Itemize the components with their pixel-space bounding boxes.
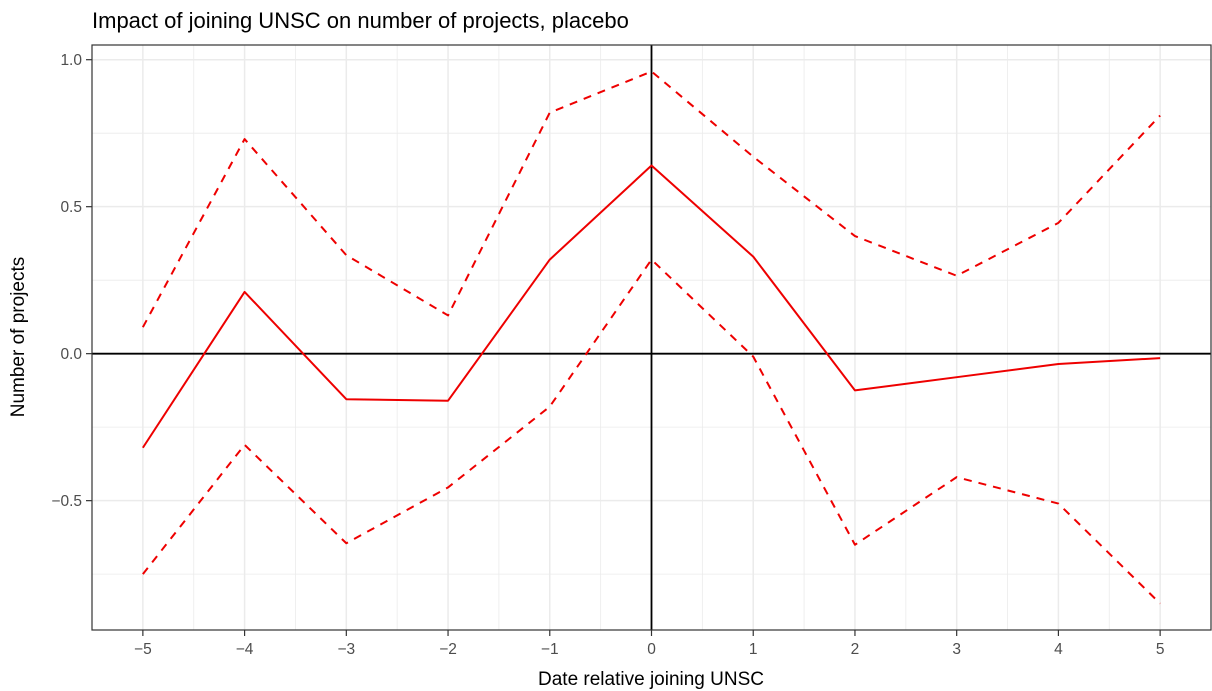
x-tick-label: −3 — [337, 641, 355, 658]
x-tick-label: 5 — [1156, 641, 1165, 658]
x-tick-label: 3 — [952, 641, 961, 658]
y-tick-label: 0.0 — [60, 346, 82, 363]
series-layer — [141, 70, 1161, 605]
reference-lines — [92, 45, 1211, 630]
x-tick-label: −2 — [439, 641, 457, 658]
x-axis-ticks: −5 −4 −3 −2 −1 0 1 2 3 4 5 — [134, 630, 1164, 658]
y-tick-label: −0.5 — [51, 493, 82, 510]
series-line-upper-bound — [141, 70, 1161, 328]
series-line-estimate — [142, 164, 1161, 449]
x-tick-label: 4 — [1054, 641, 1063, 658]
x-tick-label: −5 — [134, 641, 152, 658]
y-tick-label: 0.5 — [60, 199, 82, 216]
x-tick-label: 1 — [749, 641, 758, 658]
y-axis-label: Number of projects — [8, 257, 29, 418]
x-axis-label: Date relative joining UNSC — [538, 669, 764, 690]
y-tick-label: 1.0 — [60, 52, 82, 69]
chart-title: Impact of joining UNSC on number of proj… — [92, 8, 629, 33]
y-axis-ticks: −0.5 0.0 0.5 1.0 — [51, 52, 92, 510]
x-tick-label: 0 — [647, 641, 656, 658]
x-tick-label: −4 — [236, 641, 254, 658]
series-line-lower-bound — [142, 258, 1161, 605]
x-tick-label: 2 — [851, 641, 860, 658]
x-tick-label: −1 — [541, 641, 559, 658]
